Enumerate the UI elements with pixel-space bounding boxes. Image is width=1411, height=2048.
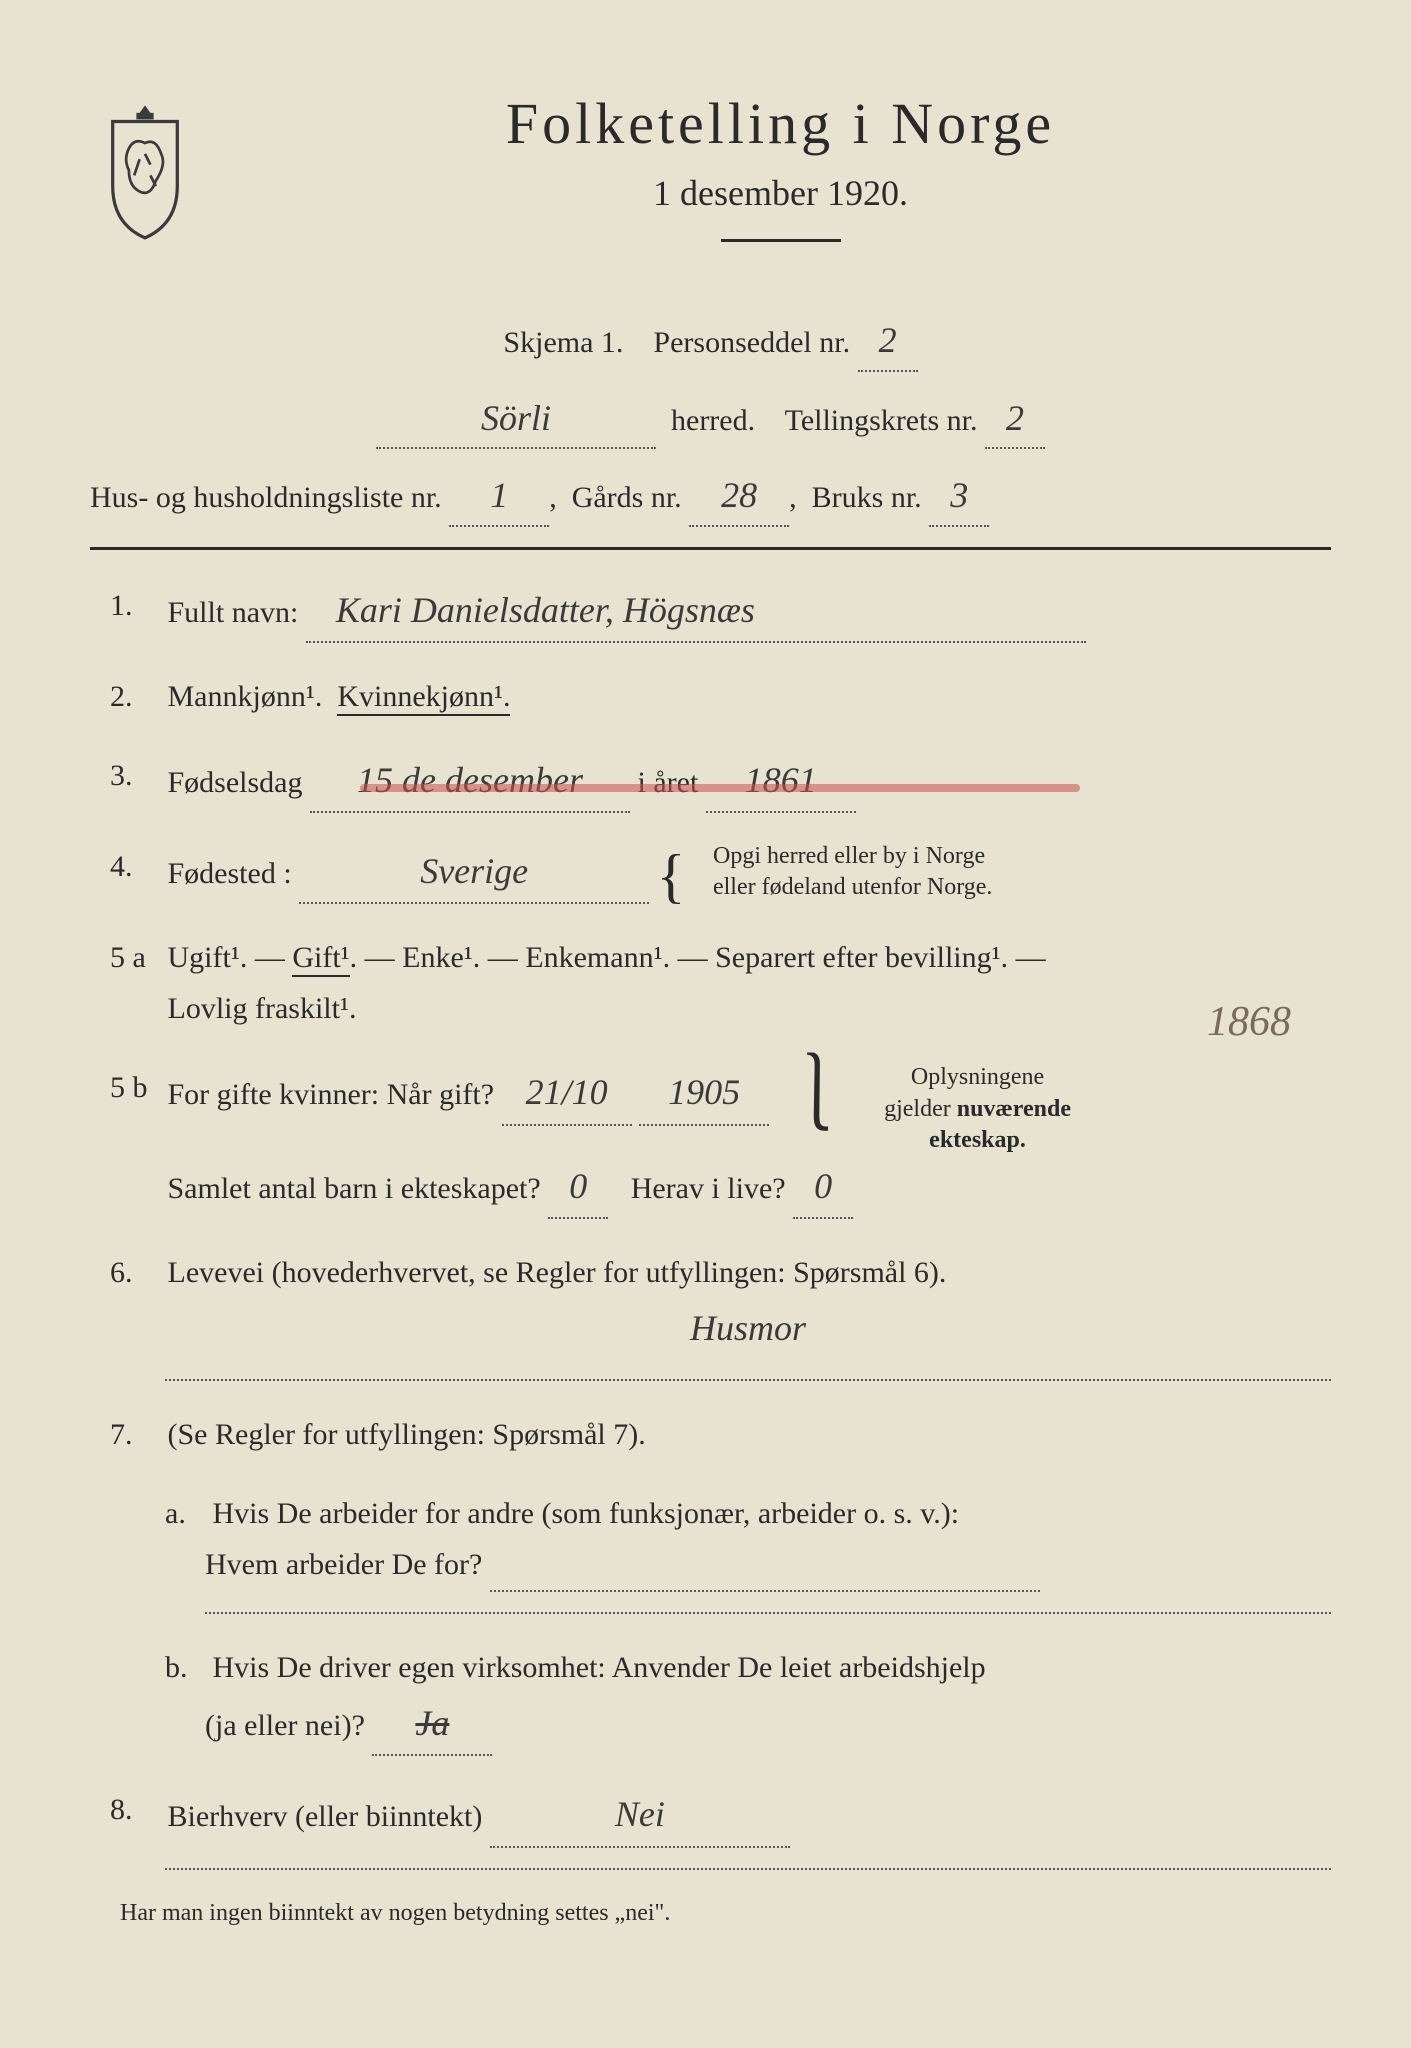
meta-line-3: Hus- og husholdningsliste nr. 1, Gårds n…: [90, 467, 1331, 527]
title-block: Folketelling i Norge 1 desember 1920.: [230, 90, 1331, 272]
husliste-nr: 1: [449, 467, 549, 527]
q7a-num: a.: [165, 1488, 205, 1539]
q5b-live-val: 0: [793, 1156, 853, 1219]
sub-title: 1 desember 1920.: [230, 172, 1331, 214]
q5b-barn-val: 0: [548, 1156, 608, 1219]
bruks-label: Bruks nr.: [812, 481, 922, 514]
q7a-row: a. Hvis De arbeider for andre (som funks…: [110, 1488, 1331, 1614]
q1-label: Fullt navn:: [168, 596, 299, 629]
gards-nr: 28: [689, 467, 789, 527]
q8-value: Nei: [490, 1784, 790, 1847]
separator-rule: [90, 547, 1331, 550]
q7b-l2-label: (ja eller nei)?: [205, 1709, 365, 1742]
bruks-nr: 3: [929, 467, 989, 527]
q5a-opts: Ugift¹. — Gift¹. — Enke¹. — Enkemann¹. —…: [168, 941, 1046, 977]
q2-opt2: Kvinnekjønn¹.: [337, 680, 510, 716]
q4-num: 4.: [110, 841, 160, 892]
q7-row: 7. (Se Regler for utfyllingen: Spørsmål …: [110, 1409, 1331, 1460]
brace-icon: {: [657, 852, 686, 900]
q5a-row: 5 a Ugift¹. — Gift¹. — Enke¹. — Enkemann…: [110, 932, 1331, 1034]
form-section: 1. Fullt navn: Kari Danielsdatter, Högsn…: [90, 580, 1331, 1870]
q7-label: (Se Regler for utfyllingen: Spørsmål 7).: [168, 1418, 646, 1451]
q8-line: [165, 1868, 1331, 1870]
q1-value: Kari Danielsdatter, Högsnæs: [306, 580, 1086, 643]
q5b-note-l1: Oplysningene: [911, 1064, 1044, 1090]
q8-row: 8. Bierhverv (eller biinntekt) Nei: [110, 1784, 1331, 1869]
q5b-date: 21/10: [502, 1062, 632, 1125]
coat-of-arms-icon: [90, 100, 200, 240]
q5b-live-label: Herav i live?: [631, 1172, 786, 1205]
q4-label: Fødested :: [168, 857, 292, 890]
herred-label: herred.: [671, 404, 755, 437]
meta-line-2: Sörli herred. Tellingskrets nr. 2: [90, 390, 1331, 450]
q7b-l1: Hvis De driver egen virksomhet: Anvender…: [213, 1651, 986, 1684]
meta-line-1: Skjema 1. Personseddel nr. 2: [90, 312, 1331, 372]
q3-label: Fødselsdag: [168, 766, 303, 799]
pencil-note-1868: 1868: [1207, 987, 1291, 1058]
q5b-barn-label: Samlet antal barn i ekteskapet?: [168, 1172, 541, 1205]
gards-label: Gårds nr.: [572, 481, 682, 514]
q6-label: Levevei (hovederhvervet, se Regler for u…: [168, 1256, 947, 1289]
q4-row: 4. Fødested : Sverige { Opgi herred elle…: [110, 841, 1331, 904]
q2-opt1: Mannkjønn¹.: [168, 680, 323, 713]
q7a-blank: [490, 1539, 1040, 1592]
q7a-l2: Hvem arbeider De for?: [165, 1548, 482, 1581]
q3-year-label: i året: [638, 766, 699, 799]
q5b-num: 5 b: [110, 1062, 160, 1113]
q7b-num: b.: [165, 1642, 205, 1693]
q1-num: 1.: [110, 580, 160, 631]
personseddel-label: Personseddel nr.: [653, 326, 850, 359]
husliste-label: Hus- og husholdningsliste nr.: [90, 481, 442, 514]
q7-num: 7.: [110, 1409, 160, 1460]
brace-icon-2: ⎱: [777, 1065, 857, 1129]
tellingskrets-label: Tellingskrets nr.: [785, 404, 978, 437]
title-rule: [721, 239, 841, 242]
q5a-num: 5 a: [110, 932, 160, 983]
q1-row: 1. Fullt navn: Kari Danielsdatter, Högsn…: [110, 580, 1331, 643]
q5b-note-l2: gjelder nuværende: [884, 1096, 1071, 1122]
herred-name: Sörli: [376, 390, 656, 450]
q4-note: Opgi herred eller by i Norge eller fødel…: [713, 841, 992, 903]
q7b-val: Ja: [372, 1693, 492, 1756]
q4-note-l1: Opgi herred eller by i Norge: [713, 843, 985, 869]
q4-value: Sverige: [299, 841, 649, 904]
q6-num: 6.: [110, 1247, 160, 1298]
q2-row: 2. Mannkjønn¹. Kvinnekjønn¹.: [110, 671, 1331, 722]
q5b-label: For gifte kvinner: Når gift?: [168, 1078, 495, 1111]
q3-day: 15 de desember: [310, 750, 630, 813]
q5b-year: 1905: [639, 1062, 769, 1125]
main-title: Folketelling i Norge: [230, 90, 1331, 157]
tellingskrets-nr: 2: [985, 390, 1045, 450]
q3-row: 3. Fødselsdag 15 de desember i året 1861: [110, 750, 1331, 813]
q5a-opts2: Lovlig fraskilt¹.: [168, 992, 357, 1025]
q2-num: 2.: [110, 671, 160, 722]
q7a-line: [205, 1612, 1331, 1614]
q5b-note-l3: ekteskap.: [929, 1127, 1026, 1153]
footer-note: Har man ingen biinntekt av nogen betydni…: [90, 1900, 1331, 1927]
q7b-row: b. Hvis De driver egen virksomhet: Anven…: [110, 1642, 1331, 1756]
q3-num: 3.: [110, 750, 160, 801]
q5b-row: 5 b For gifte kvinner: Når gift? 21/10 1…: [110, 1062, 1331, 1219]
q6-value: Husmor: [690, 1298, 806, 1359]
q8-num: 8.: [110, 1784, 160, 1835]
q4-note-l2: eller fødeland utenfor Norge.: [713, 874, 992, 900]
q6-line: [165, 1379, 1331, 1381]
document-header: Folketelling i Norge 1 desember 1920.: [90, 90, 1331, 272]
q5b-note: Oplysningene gjelder nuværende ekteskap.: [884, 1062, 1071, 1156]
red-highlight: [360, 784, 1080, 792]
q6-row: 6. Levevei (hovederhvervet, se Regler fo…: [110, 1247, 1331, 1381]
skjema-label: Skjema 1.: [503, 326, 623, 359]
q7a-l1: Hvis De arbeider for andre (som funksjon…: [213, 1497, 960, 1530]
q3-year: 1861: [706, 750, 856, 813]
q8-label: Bierhverv (eller biinntekt): [168, 1800, 483, 1833]
personseddel-nr: 2: [858, 312, 918, 372]
